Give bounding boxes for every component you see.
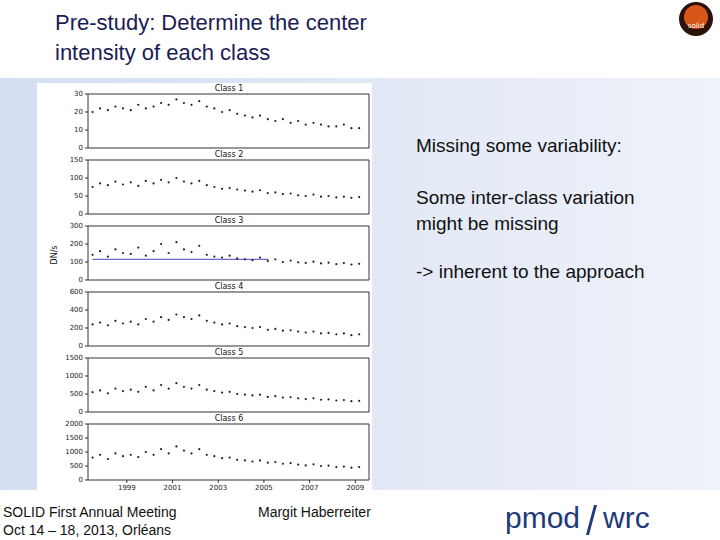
html-text:Pre-study: Determine the cente: Pre-study: Determine the center bbox=[55, 10, 367, 35]
html-text:-> inherent to the approach: -> inherent to the approach bbox=[416, 261, 645, 282]
html-text:might be missing: might be missing bbox=[416, 213, 559, 234]
svg-text:2007: 2007 bbox=[301, 484, 319, 492]
html-text:DN/s: DN/s bbox=[49, 245, 59, 265]
html-text:Margit Haberreiter: Margit Haberreiter bbox=[258, 504, 371, 520]
svg-text:150: 150 bbox=[70, 156, 83, 164]
svg-text:0: 0 bbox=[79, 408, 83, 414]
html-text:Class 6: Class 6 bbox=[214, 414, 244, 423]
svg-text:600: 600 bbox=[70, 288, 83, 296]
svg-text:0: 0 bbox=[79, 144, 83, 150]
svg-text:30: 30 bbox=[74, 90, 83, 98]
html-text:Oct 14 – 18, 2013, Orléans: Oct 14 – 18, 2013, Orléans bbox=[3, 522, 172, 538]
svg-text:0: 0 bbox=[79, 210, 83, 216]
svg-text:2009: 2009 bbox=[346, 484, 364, 492]
svg-text:50: 50 bbox=[74, 192, 83, 200]
html-text:wrc: wrc bbox=[603, 501, 650, 534]
svg-text:10: 10 bbox=[74, 126, 83, 134]
html-text:Class 4: Class 4 bbox=[214, 282, 244, 291]
svg-text:2005: 2005 bbox=[255, 484, 273, 492]
svg-text:2000: 2000 bbox=[65, 420, 83, 428]
svg-text:100: 100 bbox=[70, 258, 83, 266]
html-text:Class 2: Class 2 bbox=[214, 150, 244, 159]
svg-text:100: 100 bbox=[70, 174, 83, 182]
svg-text:500: 500 bbox=[70, 462, 83, 470]
svg-text:200: 200 bbox=[70, 240, 83, 248]
svg-text:2003: 2003 bbox=[209, 484, 227, 492]
svg-text:400: 400 bbox=[70, 306, 83, 314]
html-text:Some inter-class variation: Some inter-class variation bbox=[416, 187, 635, 208]
svg-text:solid: solid bbox=[688, 22, 704, 30]
html-text:pmod: pmod bbox=[505, 501, 580, 534]
svg-text:2001: 2001 bbox=[164, 484, 182, 492]
html-text:intensity of each class: intensity of each class bbox=[55, 40, 271, 65]
svg-text:1999: 1999 bbox=[118, 484, 136, 492]
svg-text:500: 500 bbox=[70, 390, 83, 398]
html-text:Class 5: Class 5 bbox=[214, 348, 244, 357]
svg-text:1000: 1000 bbox=[65, 372, 83, 380]
svg-text:1000: 1000 bbox=[65, 448, 83, 456]
svg-text:1500: 1500 bbox=[65, 434, 83, 442]
svg-text:0: 0 bbox=[79, 476, 83, 484]
html-text:SOLID First Annual Meeting: SOLID First Annual Meeting bbox=[3, 504, 177, 520]
html-text:Missing some variability:: Missing some variability: bbox=[416, 135, 622, 156]
svg-text:300: 300 bbox=[70, 222, 83, 230]
svg-text:200: 200 bbox=[70, 324, 83, 332]
svg-text:1500: 1500 bbox=[65, 354, 83, 362]
html-text:Class 3: Class 3 bbox=[214, 216, 244, 225]
svg-text:0: 0 bbox=[79, 276, 83, 282]
html-text:Class 1: Class 1 bbox=[214, 84, 244, 93]
svg-text:20: 20 bbox=[74, 108, 83, 116]
svg-text:0: 0 bbox=[79, 342, 83, 348]
